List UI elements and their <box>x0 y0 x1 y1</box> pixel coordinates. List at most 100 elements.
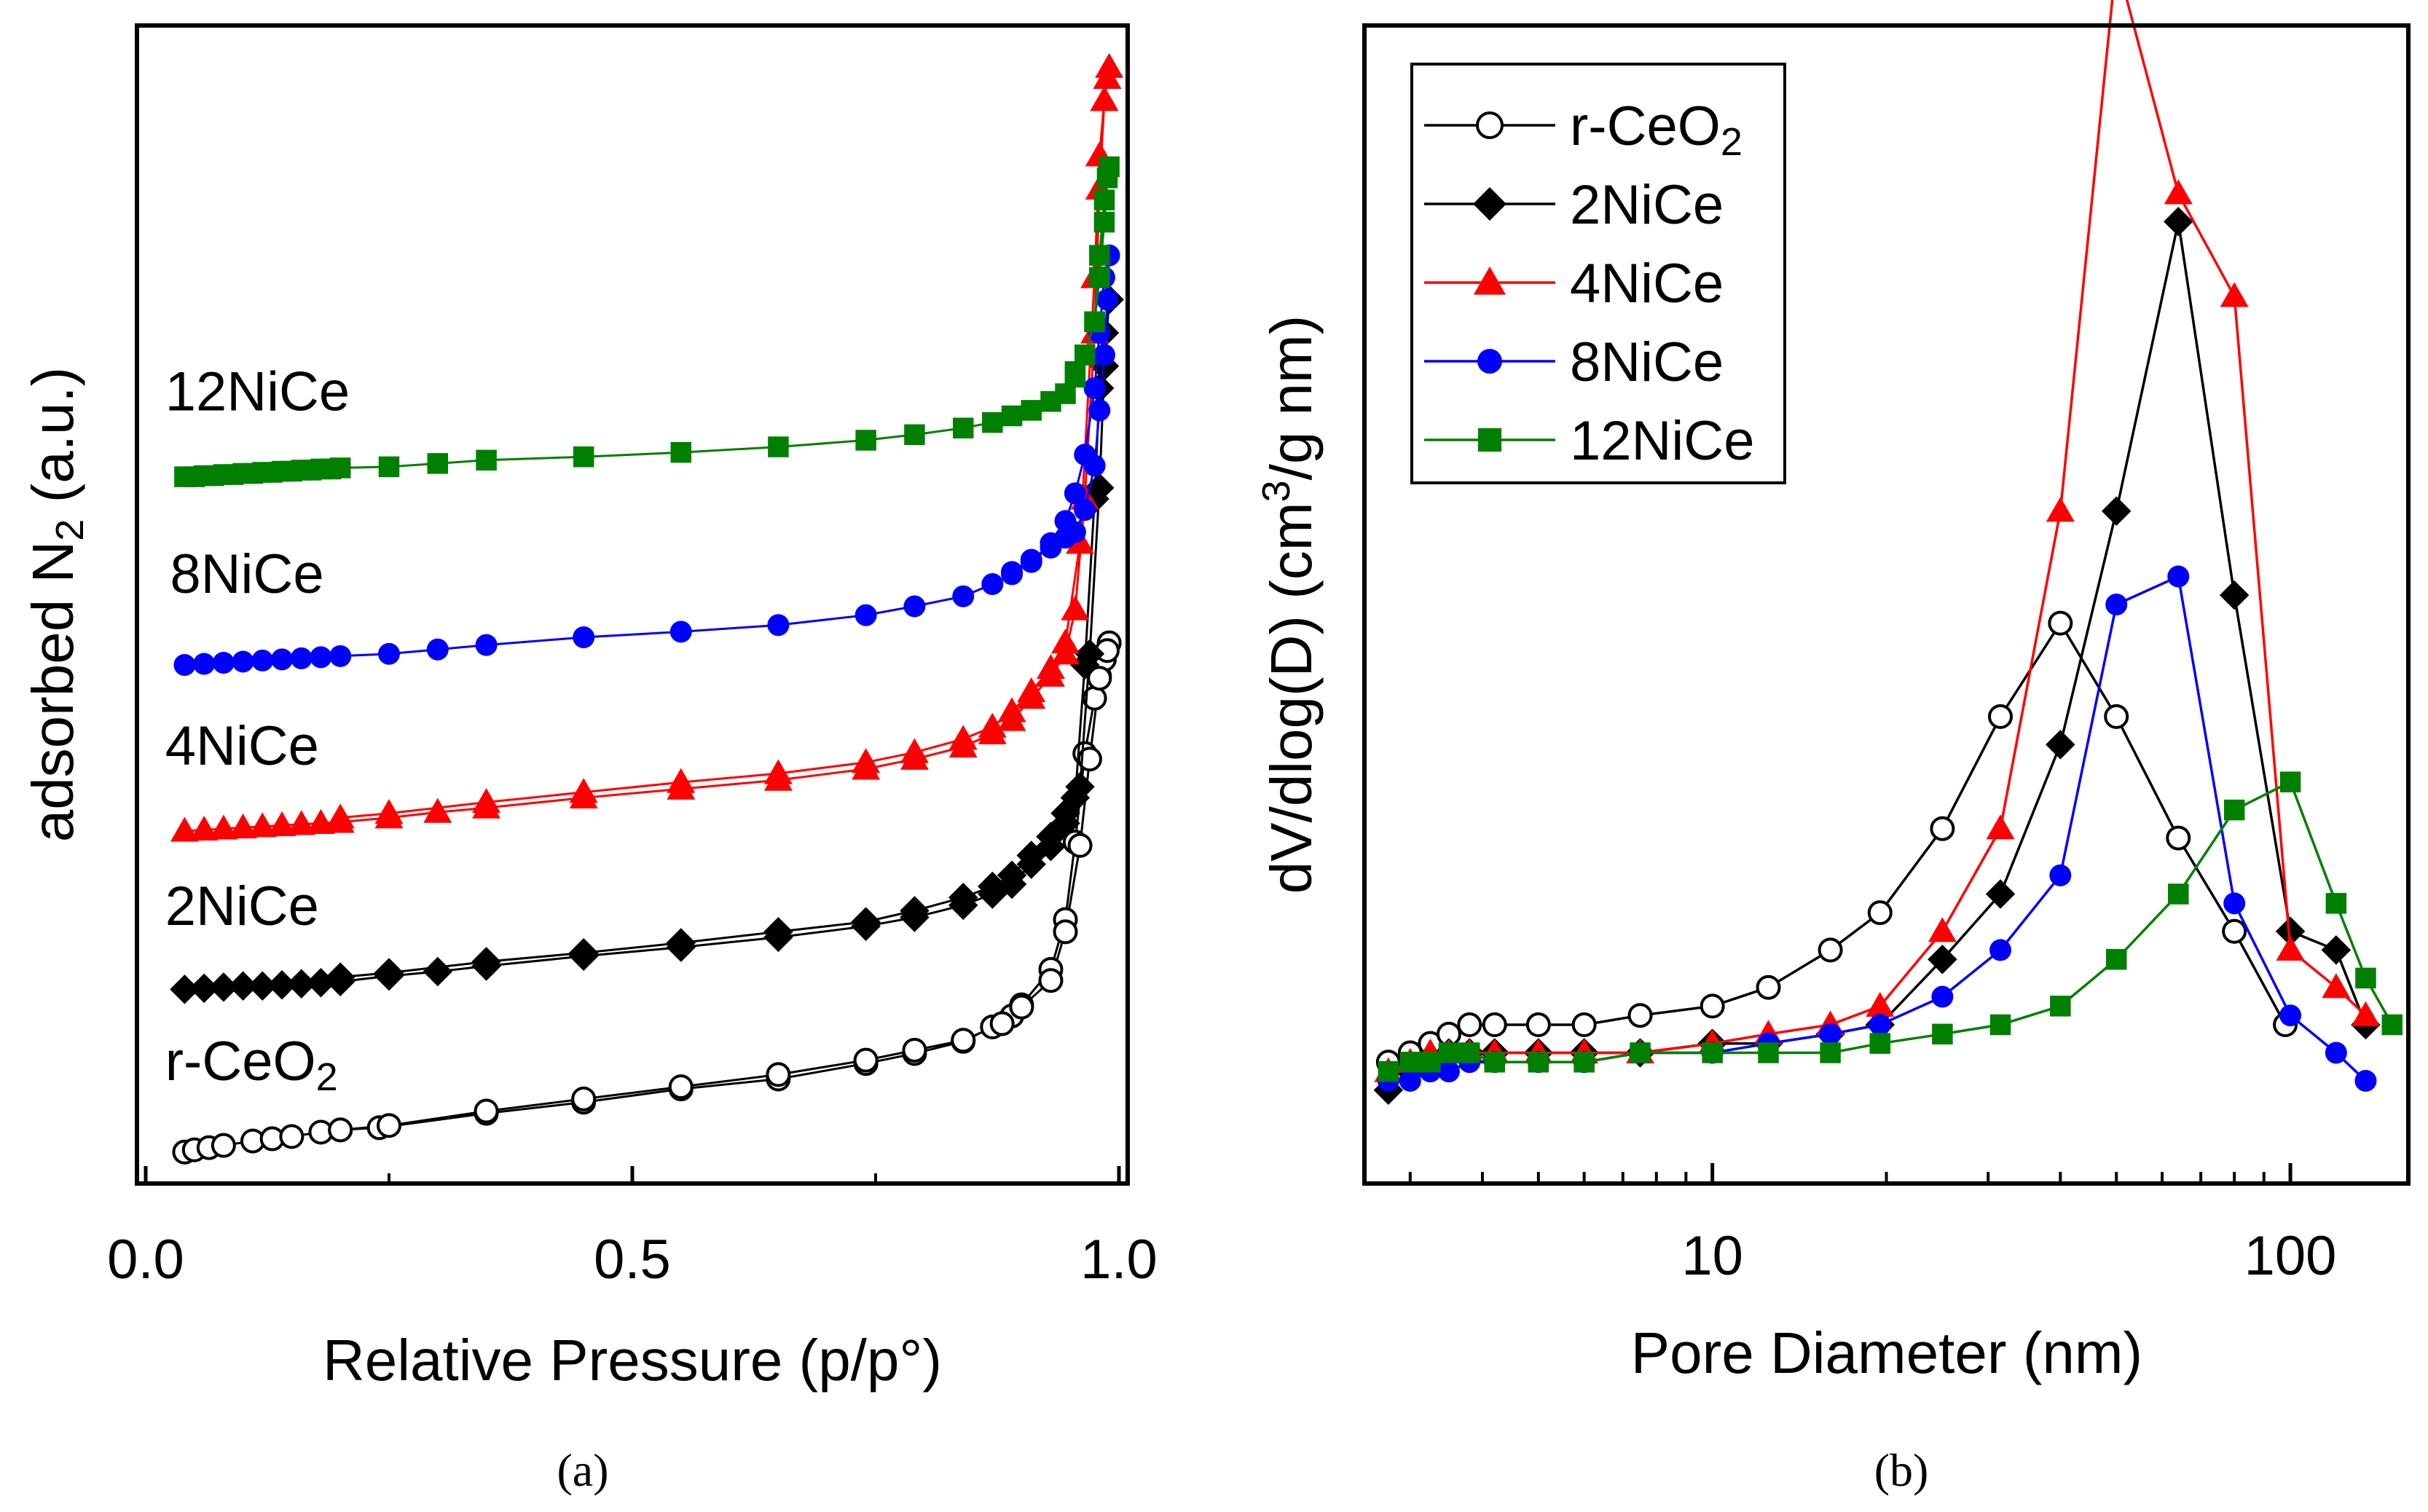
legend-label-4nice: 4NiCe <box>1570 253 1724 315</box>
panel-a-point-8nice <box>212 651 235 674</box>
panel-a-point-4nice <box>569 778 598 803</box>
panel-a-point-8nice <box>251 649 274 672</box>
panel-a-point-r-ceo2 <box>377 1113 401 1138</box>
panel-a-point-2nice <box>763 917 793 947</box>
panel-a-point-2nice <box>248 971 278 1001</box>
panel-a-point-4nice <box>267 811 296 837</box>
panel-a-point-8nice <box>173 654 196 676</box>
panel-a-point-4nice <box>948 725 978 750</box>
panel-a-label-2nice: 2NiCe <box>165 875 319 937</box>
panel-a-point-8nice <box>1096 288 1118 311</box>
panel-a-point-12nice <box>768 436 789 457</box>
panel-b-point-8nice <box>2325 1042 2347 1064</box>
panel-b-point-r-ceo2 <box>1700 993 1725 1019</box>
panel-b-series-r-ceo2 <box>1375 610 2298 1075</box>
panel-b-point-2nice <box>2164 207 2193 237</box>
panel-a-point-4nice <box>229 813 258 839</box>
legend-marker-4nice <box>1473 266 1506 295</box>
legend-label-r-ceo2-main: r-CeO <box>1570 95 1721 157</box>
panel-b-point-12nice <box>1758 1042 1779 1063</box>
panel-b-point-8nice <box>1931 985 1954 1008</box>
panel-a-label-12nice-main: 12NiCe <box>165 361 350 422</box>
panel-a-point-8nice <box>329 645 352 667</box>
panel-a-point-8nice <box>981 573 1004 596</box>
panel-a-point-4nice <box>978 712 1007 738</box>
panel-b-data-marks <box>1373 0 2403 1106</box>
panel-a-point-12nice <box>1093 211 1115 233</box>
panel-b-point-8nice <box>2354 1069 2377 1092</box>
panel-b-point-12nice <box>1420 1052 1441 1073</box>
legend-label-8nice-main: 8NiCe <box>1570 331 1724 393</box>
panel-a-point-12nice <box>855 430 876 451</box>
panel-a-point-12nice <box>952 417 974 438</box>
panel-b-point-4nice <box>1866 991 1895 1017</box>
panel-b-point-12nice <box>1574 1052 1595 1073</box>
panel-a-sample-labels: r-CeO2 2NiCe 4NiCe 8NiCe 12NiCe <box>165 361 350 1099</box>
panel-b-point-8nice <box>2167 565 2190 588</box>
panel-a-y-axis-title: adsorbed N2 (a.u.) <box>20 367 92 843</box>
panel-a-point-2nice <box>423 956 453 987</box>
panel-b-point-4nice <box>1986 814 2015 840</box>
panel-b-point-r-ceo2 <box>1818 937 1843 963</box>
panel-b-y-axis-title-rest: /g nm) <box>1259 315 1324 481</box>
panel-a-point-r-ceo2 <box>951 1028 976 1053</box>
legend-entry-8nice: 8NiCe <box>1424 331 1724 393</box>
panel-b-point-r-ceo2 <box>1988 704 2013 729</box>
panel-a-point-2nice <box>189 973 219 1004</box>
panel-a-label-r-ceo2: r-CeO2 <box>165 1031 338 1099</box>
panel-b-point-r-ceo2 <box>2166 825 2191 851</box>
panel-a-point-2nice <box>170 974 200 1004</box>
panel-b-legend: r-CeO2 2NiCe 4NiCe 8NiCe 12NiCe <box>1410 63 1786 484</box>
panel-a-point-4nice <box>1036 654 1065 680</box>
panel-a-point-12nice <box>427 453 449 474</box>
panel-a-point-12nice <box>1093 189 1115 210</box>
panel-a-point-r-ceo2 <box>1038 968 1064 993</box>
panel-b-point-4nice <box>2046 497 2075 522</box>
panel-b-point-8nice <box>2223 892 2246 915</box>
panel-a-point-8nice <box>475 634 498 656</box>
panel-b-point-12nice <box>1820 1042 1841 1063</box>
panel-a-point-8nice <box>854 604 877 626</box>
legend-marker-8nice <box>1477 349 1502 374</box>
panel-a-point-r-ceo2 <box>211 1133 236 1158</box>
legend-label-8nice: 8NiCe <box>1570 331 1724 393</box>
panel-b-tick-label: 100 <box>2244 1225 2337 1287</box>
legend-label-12nice-main: 12NiCe <box>1570 410 1754 472</box>
panel-b-point-8nice <box>2049 864 2072 886</box>
panel-b-point-r-ceo2 <box>2048 610 2073 636</box>
panel-a-point-8nice <box>903 595 926 618</box>
panel-a-tick-label: 0.5 <box>594 1229 671 1291</box>
panel-a-point-8nice <box>1001 561 1024 583</box>
panel-b-line-8nice <box>1388 574 2367 1082</box>
legend-marker-12nice <box>1477 428 1502 452</box>
panel-a-label-4nice: 4NiCe <box>165 715 319 777</box>
panel-a-point-12nice <box>476 449 497 471</box>
panel-a-series-2nice <box>170 285 1124 1004</box>
legend-entry-2nice: 2NiCe <box>1424 174 1724 236</box>
panel-a-point-4nice <box>326 803 355 829</box>
panel-b-point-2nice <box>1928 945 1957 974</box>
panel-b-point-12nice <box>2105 949 2127 970</box>
panel-b-point-12nice <box>1869 1033 1891 1054</box>
panel-a-point-4nice <box>287 810 316 835</box>
panel-b-point-12nice <box>1630 1042 1651 1063</box>
panel-b-point-12nice <box>2355 967 2376 989</box>
panel-b-tick-label: 10 <box>1681 1225 1743 1287</box>
panel-a-point-2nice <box>1036 822 1066 851</box>
panel-a-point-12nice <box>378 456 400 478</box>
panel-b-point-12nice <box>2223 799 2245 821</box>
legend-entry-r-ceo2: r-CeO2 <box>1424 95 1743 164</box>
legend-label-r-ceo2-sub: 2 <box>1721 120 1743 164</box>
panel-b-point-r-ceo2 <box>1525 1012 1551 1038</box>
panel-b-point-12nice <box>1702 1042 1723 1063</box>
legend-label-12nice: 12NiCe <box>1570 410 1754 472</box>
panel-a-point-4nice <box>170 816 199 842</box>
panel-b-point-8nice <box>1869 1014 1891 1036</box>
panel-a-point-2nice <box>208 972 239 1002</box>
panel-a-point-8nice <box>669 621 692 643</box>
panel-b-point-2nice <box>2219 580 2250 610</box>
panel-a-point-r-ceo2 <box>328 1117 353 1143</box>
panel-a-point-2nice <box>325 962 355 992</box>
panel-a-point-2nice <box>286 969 317 999</box>
panel-a-point-4nice <box>189 815 219 841</box>
